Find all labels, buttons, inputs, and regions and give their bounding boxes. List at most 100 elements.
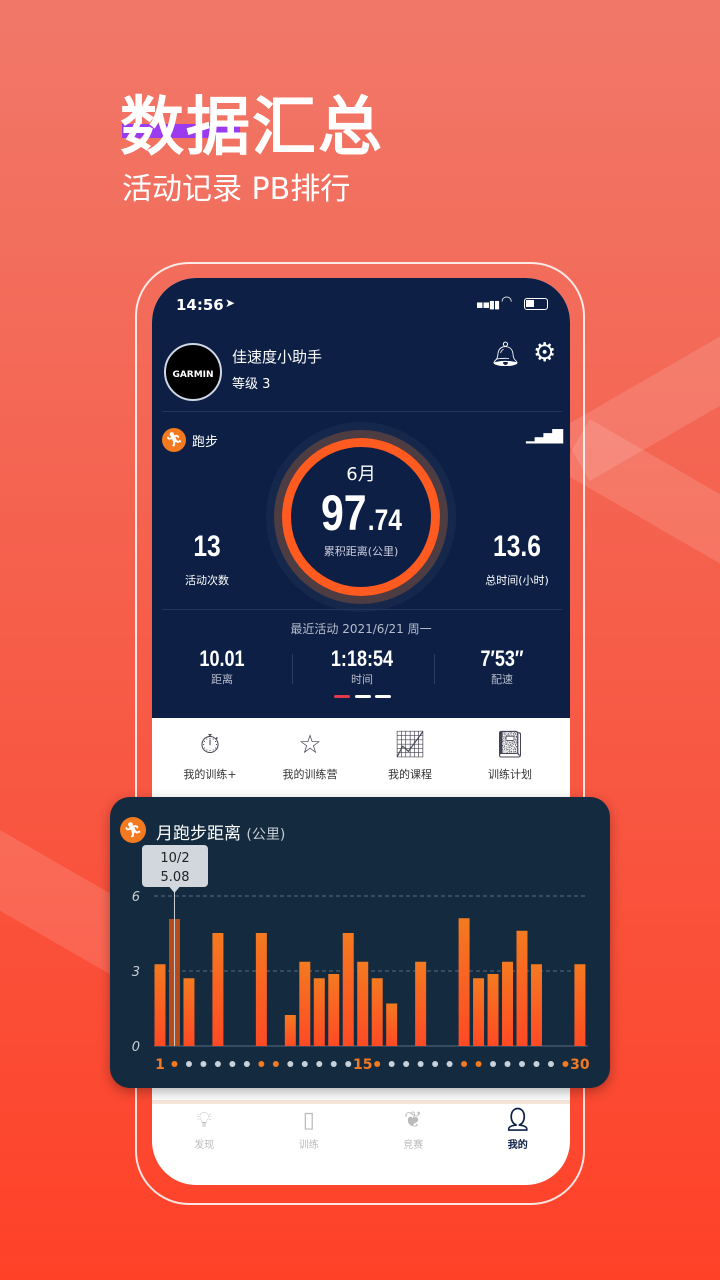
bar[interactable] — [502, 961, 514, 1046]
sport-label[interactable]: 跑步 — [192, 435, 219, 450]
bar[interactable] — [415, 961, 427, 1046]
day-dot — [461, 1061, 468, 1067]
day-dot — [547, 1061, 554, 1067]
day-dot — [446, 1061, 453, 1067]
bar[interactable] — [328, 974, 340, 1046]
ring-month: 6月 — [346, 464, 376, 485]
day-dot — [316, 1061, 323, 1067]
page-dot[interactable] — [375, 695, 391, 698]
day-dot — [330, 1061, 337, 1067]
nav-tab[interactable]: ▯ 训练 — [257, 1104, 362, 1164]
total-hours-label: 总时间(小时) — [485, 574, 549, 587]
nav-label: 我的 — [507, 1140, 528, 1151]
day-dot — [258, 1061, 265, 1067]
bar[interactable] — [313, 978, 325, 1046]
bar[interactable] — [284, 1015, 296, 1046]
page-dot-active[interactable] — [334, 695, 350, 698]
bar[interactable] — [386, 1003, 398, 1047]
day-dot — [243, 1061, 250, 1067]
divider — [292, 654, 293, 684]
divider — [434, 654, 435, 684]
status-time: 14:56 — [176, 296, 224, 314]
day-dot — [432, 1061, 439, 1067]
battery-icon — [524, 298, 548, 310]
page-dot[interactable] — [355, 695, 371, 698]
shortcut-item[interactable]: ☆ 我的训练营 — [260, 718, 360, 800]
gear-icon[interactable]: ⚙ — [533, 338, 557, 368]
user-icon: 👤︎ — [503, 1108, 532, 1133]
total-hours: 13.6 — [493, 530, 541, 563]
shortcut-label: 我的训练营 — [282, 768, 338, 781]
bar[interactable] — [574, 964, 586, 1046]
nav-tab[interactable]: ❦ 竞赛 — [361, 1104, 466, 1164]
bar[interactable] — [255, 933, 267, 1046]
bar-chart[interactable]: 0 3 6 1 15 30 10/2 5.08 — [110, 797, 610, 1088]
summary-panel: 14:56 ➤ ▪▪▮▮ ◠ GARMIN 佳速度小助手 等级 3 🔔︎ ⚙ 🏃… — [152, 278, 570, 718]
bar[interactable] — [487, 974, 499, 1046]
shortcut-item[interactable]: 📓︎ 训练计划 — [460, 718, 560, 800]
recent-time: 1:18:54 — [330, 646, 394, 671]
bar[interactable] — [154, 964, 166, 1046]
day-dot — [229, 1061, 236, 1067]
day-dot — [403, 1061, 410, 1067]
nav-tab[interactable]: 👤︎ 我的 — [466, 1104, 571, 1164]
title-underline — [122, 124, 240, 138]
recent-pace-label: 配速 — [491, 673, 513, 686]
signal-icon: ▪▪▮▮ — [476, 298, 500, 311]
ring-value-dec: .74 — [367, 504, 402, 537]
location-icon: ➤ — [225, 296, 236, 310]
y-tick-label: 0 — [132, 1040, 140, 1055]
day-dot — [504, 1061, 511, 1067]
activity-count-label: 活动次数 — [185, 574, 229, 587]
promo-title: 数据汇总 — [120, 91, 384, 165]
bar[interactable] — [516, 930, 528, 1046]
day-dot — [200, 1061, 207, 1067]
day-dot — [417, 1061, 424, 1067]
day-dot — [475, 1061, 482, 1067]
recent-distance: 10.01 — [199, 646, 245, 671]
shortcut-label: 训练计划 — [488, 768, 532, 781]
day-dot — [388, 1061, 395, 1067]
shortcut-item[interactable]: ⏱︎ 我的训练+ — [160, 718, 260, 800]
avatar-logo-text: GARMIN — [172, 370, 214, 380]
shortcut-label: 我的课程 — [388, 768, 432, 781]
chart-card: 🏃︎ 月跑步距离 (公里) 0 3 6 1 15 30 10/2 5.08 — [110, 797, 610, 1088]
shortcut-item[interactable]: 📈︎ 我的课程 — [360, 718, 460, 800]
day-dot — [185, 1061, 192, 1067]
notebook-icon: 📓︎ — [493, 730, 527, 760]
shortcut-card: ⏱︎ 我的训练+ ☆ 我的训练营 📈︎ 我的课程 📓︎ 训练计划 — [160, 718, 560, 800]
bar[interactable] — [183, 978, 195, 1046]
nav-label: 训练 — [298, 1140, 319, 1151]
laurel-icon: ❦ — [404, 1108, 423, 1133]
day-dot — [374, 1061, 381, 1067]
bar[interactable] — [473, 978, 485, 1046]
day-dot — [533, 1061, 540, 1067]
avatar[interactable]: GARMIN — [164, 343, 222, 401]
divider — [162, 609, 562, 610]
lightbulb-icon: 💡︎ — [196, 1108, 212, 1133]
bar[interactable] — [299, 961, 311, 1046]
bookmark-star-icon: ☆ — [298, 730, 322, 760]
bar[interactable] — [371, 978, 383, 1046]
bar[interactable] — [342, 933, 354, 1046]
running-icon: 🏃︎ — [120, 817, 146, 843]
phone-frame — [135, 262, 585, 1205]
bar[interactable] — [458, 918, 470, 1046]
x-tick-label: 15 — [353, 1057, 372, 1073]
promo-subtitle: 活动记录 PB排行 — [122, 172, 351, 207]
nav-tab[interactable]: 💡︎ 发现 — [152, 1104, 257, 1164]
activity-count: 13 — [193, 530, 221, 563]
chart-unit: (公里) — [246, 827, 286, 843]
bar[interactable] — [212, 933, 224, 1046]
bar-chart-icon[interactable]: ▁▃▅▇ — [526, 428, 563, 444]
nav-label: 发现 — [194, 1140, 215, 1151]
x-tick-label: 1 — [155, 1057, 165, 1073]
bell-icon[interactable]: 🔔︎ — [490, 340, 521, 368]
recent-activity-title[interactable]: 最近活动 2021/6/21 周一 — [290, 622, 432, 636]
day-dot — [490, 1061, 497, 1067]
recent-time-label: 时间 — [351, 673, 373, 686]
day-dot — [214, 1061, 221, 1067]
bar[interactable] — [357, 961, 369, 1046]
recent-pace: 7′53″ — [480, 646, 524, 671]
bar[interactable] — [530, 964, 542, 1046]
